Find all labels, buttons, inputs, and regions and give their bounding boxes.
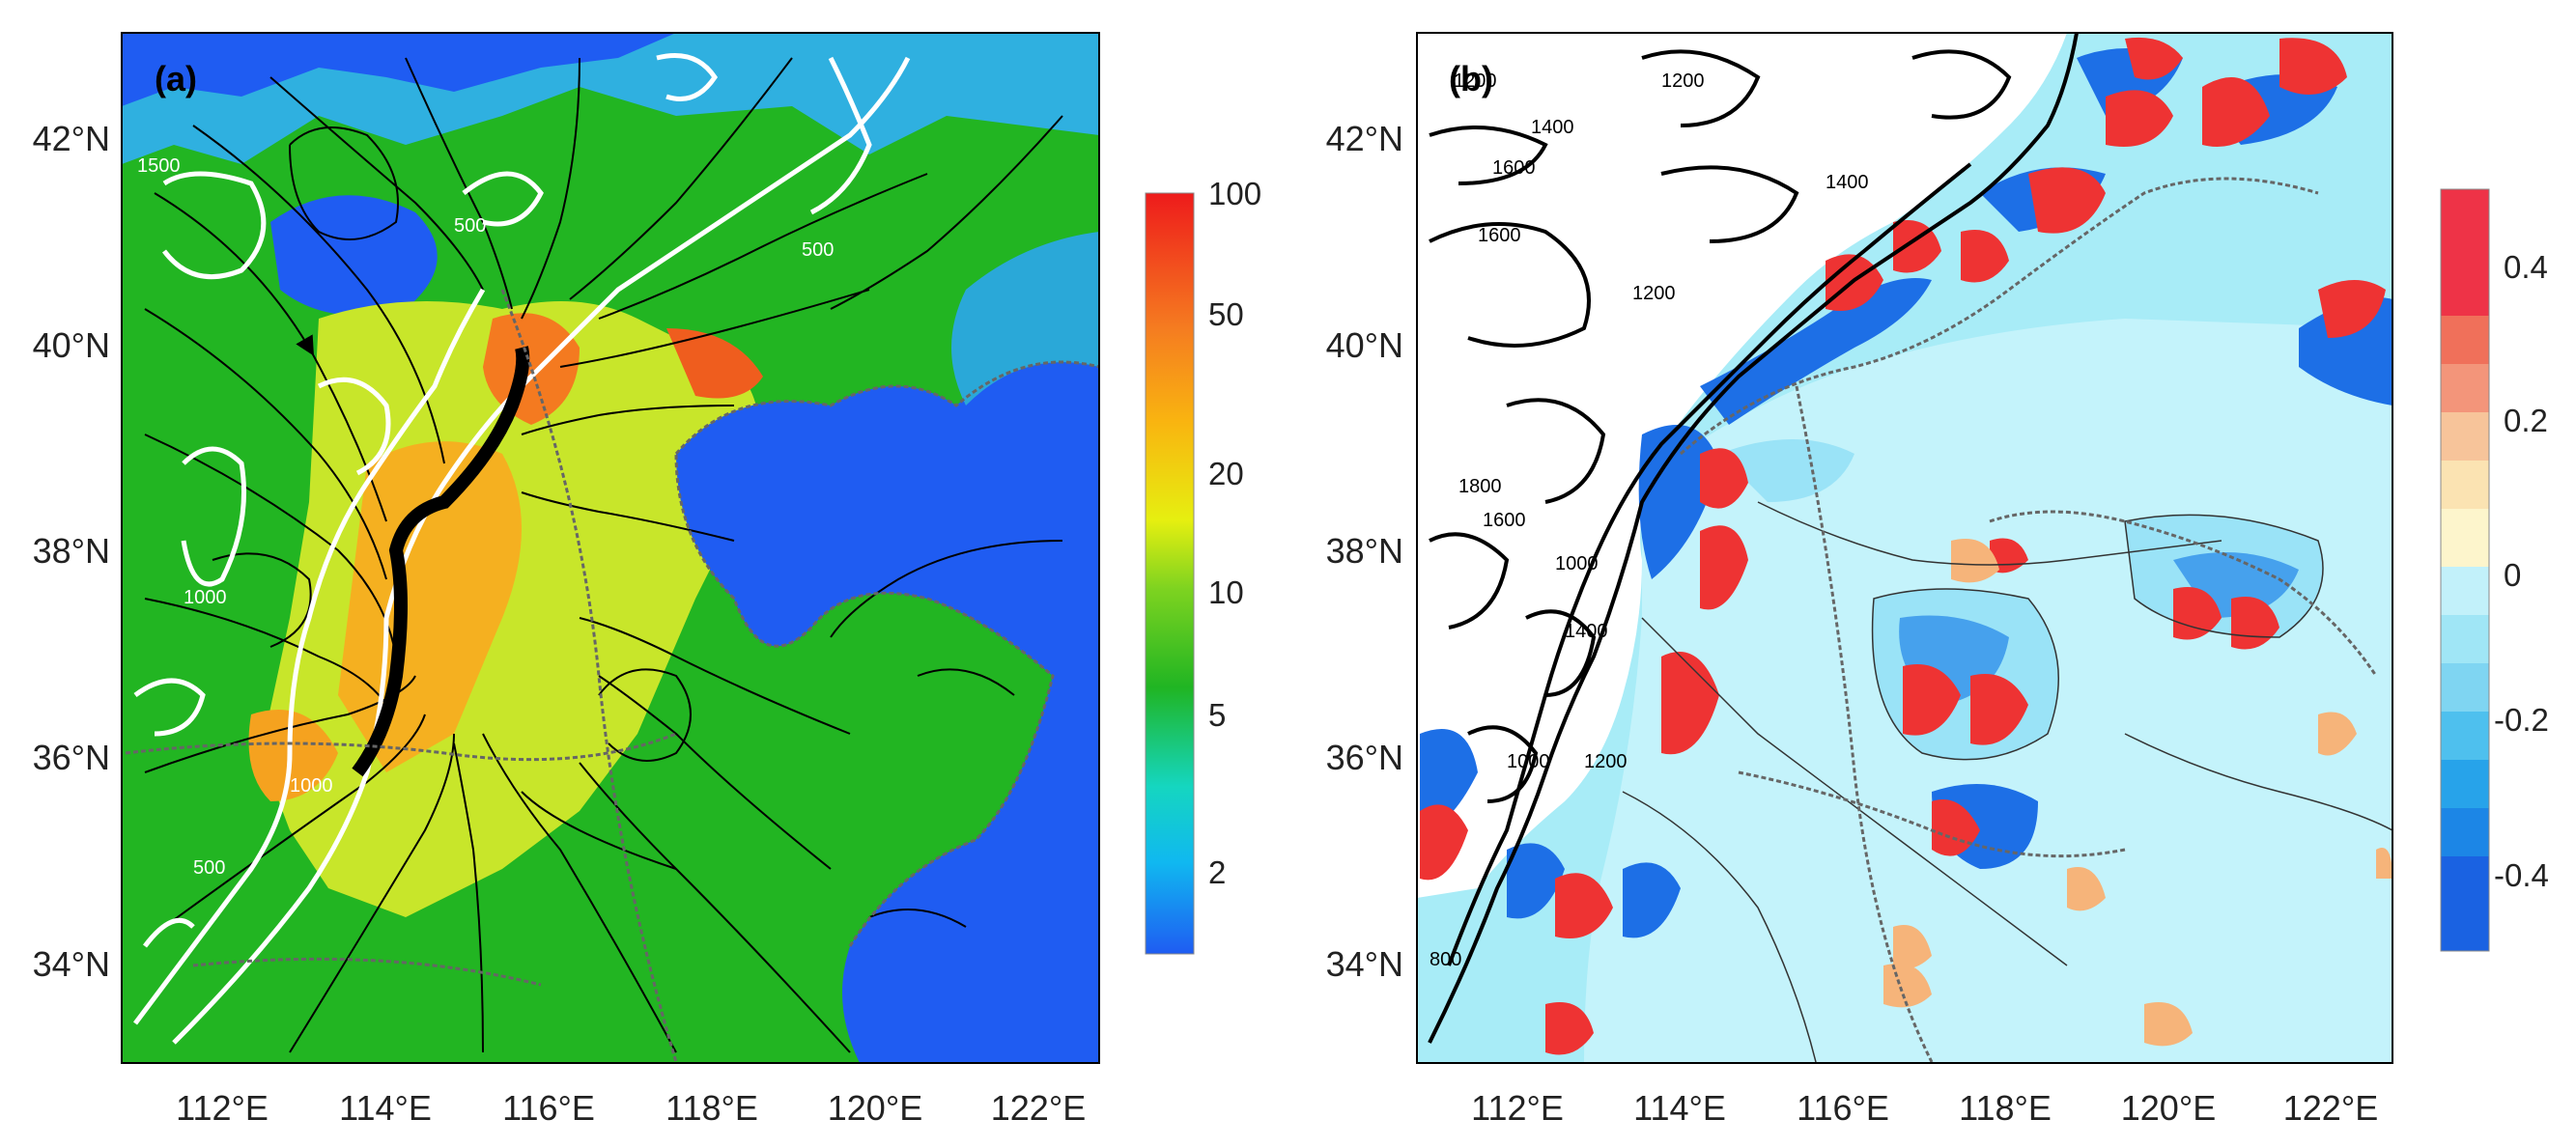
lon-tick-label: 122°E bbox=[991, 1088, 1086, 1128]
panel-a-label: (a) bbox=[155, 59, 197, 98]
contour-label: 1600 bbox=[1492, 157, 1536, 179]
contour-label: 1500 bbox=[137, 155, 181, 177]
contour-label: 1000 bbox=[1555, 553, 1599, 574]
panel-a-lon-axis: 112°E 114°E 116°E 118°E 120°E 122°E bbox=[176, 1088, 1086, 1128]
lon-tick-label: 114°E bbox=[1633, 1088, 1726, 1128]
contour-label: 500 bbox=[193, 857, 225, 879]
panel-b-map bbox=[1417, 33, 2392, 1063]
cbar-b-block bbox=[2441, 808, 2489, 856]
panel-b-cbar-tick: 0 bbox=[2504, 557, 2521, 593]
lat-tick-label: 38°N bbox=[1326, 531, 1403, 571]
panel-b-colorbar-frame bbox=[2440, 188, 2490, 952]
cbar-b-block bbox=[2441, 615, 2489, 663]
contour-label: 1200 bbox=[1454, 70, 1497, 92]
panel-b-cbar-tick: 0.2 bbox=[2504, 403, 2548, 438]
panel-b-isolines bbox=[1622, 501, 2392, 1063]
cbar-b-block bbox=[2441, 189, 2489, 220]
panel-b-terrain-contours bbox=[1428, 33, 2079, 1044]
panel-b-lon-axis: 112°E 114°E 116°E 118°E 120°E 122°E bbox=[1471, 1088, 2378, 1128]
lat-tick-label: 42°N bbox=[1326, 119, 1403, 158]
panel-a-cbar-tick: 100 bbox=[1208, 176, 1261, 211]
panel-b-colorbar: 0.4 0.2 0 -0.2 -0.4 bbox=[2440, 188, 2549, 952]
contour-label: 1000 bbox=[290, 775, 333, 797]
panel-a-cbar-tick: 50 bbox=[1208, 296, 1244, 332]
panel-a-map bbox=[122, 33, 1099, 1063]
lon-tick-label: 112°E bbox=[176, 1088, 269, 1128]
panel-a-taihang-line bbox=[352, 346, 530, 777]
panel-a-colorbar-ramp bbox=[1145, 192, 1195, 955]
panel-a-terrain-contours bbox=[132, 53, 911, 1045]
cbar-b-block bbox=[2441, 760, 2489, 808]
contour-label: 500 bbox=[802, 239, 834, 261]
lon-tick-label: 118°E bbox=[665, 1088, 758, 1128]
panel-a-boundaries bbox=[125, 289, 1099, 1063]
panel-b-positive-cells bbox=[1420, 37, 2386, 1055]
panel-a-cbar-tick: 2 bbox=[1208, 854, 1226, 890]
lon-tick-label: 112°E bbox=[1471, 1088, 1564, 1128]
panel-b-cbar-tick: -0.2 bbox=[2494, 702, 2549, 738]
panel-b-cbar-tick: 0.4 bbox=[2504, 249, 2548, 285]
contour-label: 1800 bbox=[1458, 476, 1502, 497]
panel-b-frame bbox=[1416, 32, 2393, 1064]
cbar-b-block bbox=[2441, 509, 2489, 567]
lat-tick-label: 36°N bbox=[1326, 738, 1403, 777]
cbar-b-block bbox=[2441, 567, 2489, 615]
panel-a-cbar-tick: 10 bbox=[1208, 574, 1244, 610]
panel-a-north-blue bbox=[122, 33, 676, 106]
panel-b-boundaries bbox=[1680, 177, 2378, 1063]
panel-a-basin-blue bbox=[270, 195, 438, 316]
panel-a-lat-axis: 42°N 40°N 38°N 36°N 34°N bbox=[33, 119, 110, 984]
contour-label: 1200 bbox=[1584, 751, 1628, 772]
contour-label: 1000 bbox=[184, 587, 227, 608]
contour-label: 1400 bbox=[1531, 117, 1574, 138]
cbar-b-block bbox=[2441, 461, 2489, 509]
panel-a-colorbar: 100 50 20 10 5 2 bbox=[1145, 176, 1261, 955]
lon-tick-label: 118°E bbox=[1959, 1088, 2052, 1128]
lon-tick-label: 122°E bbox=[2283, 1088, 2378, 1128]
panel-a-sea bbox=[676, 362, 1099, 1063]
panel-a-orange-north bbox=[483, 313, 580, 425]
cbar-b-block bbox=[2441, 220, 2489, 316]
lon-tick-label: 120°E bbox=[828, 1088, 922, 1128]
contour-label: 500 bbox=[454, 215, 486, 237]
lat-tick-label: 38°N bbox=[33, 531, 110, 571]
panel-b-lat-axis: 42°N 40°N 38°N 36°N 34°N bbox=[1326, 119, 1403, 984]
contour-label: 1600 bbox=[1483, 510, 1526, 531]
lat-tick-label: 34°N bbox=[33, 944, 110, 984]
lon-tick-label: 120°E bbox=[2121, 1088, 2216, 1128]
cbar-b-block bbox=[2441, 316, 2489, 364]
lat-tick-label: 42°N bbox=[33, 119, 110, 158]
panel-a-cbar-tick: 20 bbox=[1208, 456, 1244, 491]
contour-label: 1400 bbox=[1565, 621, 1608, 642]
cbar-b-block bbox=[2441, 856, 2489, 951]
lat-tick-label: 40°N bbox=[1326, 325, 1403, 365]
panel-b-cbar-tick: -0.4 bbox=[2494, 857, 2549, 893]
contour-label: 1400 bbox=[1826, 172, 1869, 193]
lat-tick-label: 36°N bbox=[33, 738, 110, 777]
contour-label: 1000 bbox=[1507, 751, 1550, 772]
panel-a-red-spot bbox=[666, 328, 763, 399]
cbar-b-block bbox=[2441, 364, 2489, 412]
panel-a-contour-labels: 1500 1000 500 500 500 1000 bbox=[137, 155, 834, 879]
panel-b-terrain-mask bbox=[1417, 33, 2067, 898]
cbar-b-block bbox=[2441, 712, 2489, 760]
cbar-b-block bbox=[2441, 412, 2489, 461]
lon-tick-label: 114°E bbox=[339, 1088, 432, 1128]
lon-tick-label: 116°E bbox=[1797, 1088, 1889, 1128]
contour-label: 800 bbox=[1430, 949, 1461, 970]
contour-label: 1200 bbox=[1661, 70, 1705, 92]
panel-b-salmon-cells bbox=[1883, 539, 2392, 1047]
panel-a-frame bbox=[121, 32, 1100, 1064]
contour-label: 1200 bbox=[1632, 283, 1676, 304]
lon-tick-label: 116°E bbox=[502, 1088, 595, 1128]
cbar-b-block bbox=[2441, 663, 2489, 712]
panel-b-contour-labels: 1200 1200 1400 1600 1600 1400 1200 1800 … bbox=[1430, 70, 1869, 970]
panel-b-label: (b) bbox=[1449, 59, 1493, 98]
panel-a-cbar-tick: 5 bbox=[1208, 697, 1226, 733]
lat-tick-label: 40°N bbox=[33, 325, 110, 365]
lat-tick-label: 34°N bbox=[1326, 944, 1403, 984]
contour-label: 1600 bbox=[1478, 225, 1521, 246]
